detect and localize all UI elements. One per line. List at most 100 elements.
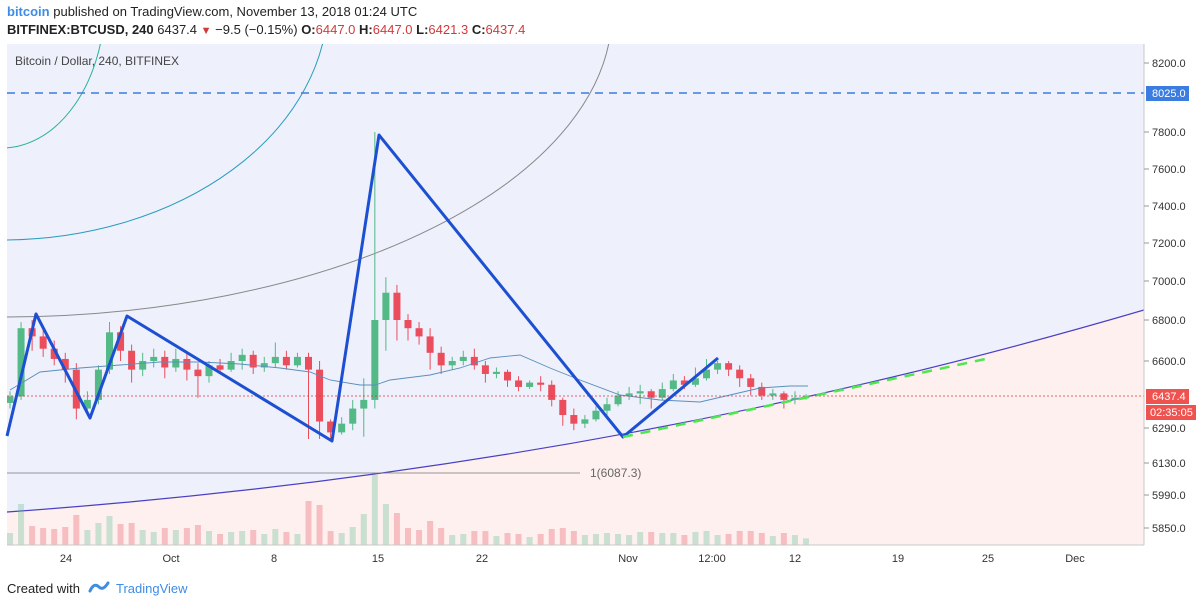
tradingview-logo-icon[interactable] [88,580,110,597]
x-tick-label: 12 [789,553,801,565]
y-tick-label: 6290.0 [1152,423,1186,435]
volume-bar [349,527,356,545]
volume-bar [626,535,633,545]
tradingview-link[interactable]: TradingView [115,581,188,596]
y-tick-label: 7800.0 [1152,127,1186,139]
volume-bar [327,531,334,545]
candle-body [305,356,312,370]
volume-bar [769,536,776,545]
published-text: published on TradingView.com, November 1… [53,4,418,19]
volume-bar [194,525,201,545]
volume-bar [703,531,710,545]
candle-body [360,399,368,409]
volume-bar [150,532,157,545]
volume-bar [338,533,345,545]
price-badge [1146,389,1189,404]
down-triangle-icon: ▼ [200,25,212,37]
x-tick-label: 15 [372,553,384,565]
y-axis-panel [1144,44,1203,545]
candle-body [50,348,58,359]
volume-bar [305,501,312,545]
volume-bar [637,532,644,545]
volume-bar [681,535,688,545]
y-tick-label: 5850.0 [1152,523,1186,535]
candle-body [780,393,788,400]
candle-body [338,423,346,433]
volume-bar [427,521,434,545]
volume-bar [250,530,257,545]
support-dashed-line [622,356,991,439]
volume-bar [780,533,787,545]
volume-bar [449,535,456,545]
volume-bar [725,534,732,545]
countdown-badge-text: 02:35:05 [1150,407,1193,419]
volume-bar [206,531,212,545]
candle-body [371,320,379,400]
candle-body [658,389,666,398]
y-axis-ticks: 8200.0 7800.0 7600.0 7400.0 7200.0 7000.0 6800… [1144,58,1186,535]
volume-bar [791,535,798,545]
candle-body [249,354,257,368]
y-tick-label: 6800.0 [1152,315,1186,327]
x-tick-label: Oct [162,553,179,565]
publish-line: bitcoin published on TradingView.com, No… [7,4,417,19]
candle-body [349,408,357,424]
volume-bar [416,530,423,545]
x-tick-label: 8 [271,553,277,565]
volume-bar [604,533,610,545]
candle-body [526,382,534,387]
candle-body [537,382,545,385]
volume-bar [393,513,400,545]
candle-body [39,336,47,349]
high-value: 6447.0 [372,22,413,37]
volume-bar [217,534,224,545]
x-tick-label: Nov [618,553,638,565]
volume-bar [7,533,13,545]
candle-body [492,371,500,374]
candle-body [548,384,556,400]
volume-bar [504,533,511,545]
volume-bar [615,534,622,545]
x-tick-label: Dec [1065,553,1085,565]
candle-body [691,378,699,385]
volume-bar [128,523,135,545]
x-tick-label: 19 [892,553,904,565]
low-label: L: [416,22,429,37]
y-tick-label: 7600.0 [1152,164,1186,176]
volume-bar [471,531,478,545]
volume-bar [382,504,389,545]
volume-bar [106,516,113,545]
candle-body [592,410,600,420]
volume-bar [84,530,91,545]
x-tick-label: 24 [60,553,72,565]
volume-bar [570,531,577,545]
volume-bar [73,515,80,545]
volume-bar [183,528,190,545]
moving-average [9,354,808,403]
candle-body [128,350,136,370]
candle-body [194,369,202,377]
x-tick-label: 25 [982,553,994,565]
volume-bar [283,532,290,545]
candle-body [625,393,633,396]
candle-body [382,292,390,320]
candle-body [260,363,268,368]
candle-body [459,356,467,361]
author-link[interactable]: bitcoin [7,4,50,19]
fib-label: 1(6087.3) [590,466,641,480]
candle-body [714,363,722,370]
candle-body [117,332,125,351]
y-tick-label: 8200.0 [1152,58,1186,70]
candle-body [669,380,677,390]
volume-bar [592,534,599,545]
volume-bar [139,530,146,545]
candle-body [139,361,147,370]
candle-body [282,356,290,366]
candle-body [581,419,589,424]
volume-bar [405,528,411,545]
candle-body [205,365,213,377]
y-tick-label: 7200.0 [1152,238,1186,250]
price-change: −9.5 (−0.15%) [215,22,298,37]
pink-zone [7,310,1144,545]
